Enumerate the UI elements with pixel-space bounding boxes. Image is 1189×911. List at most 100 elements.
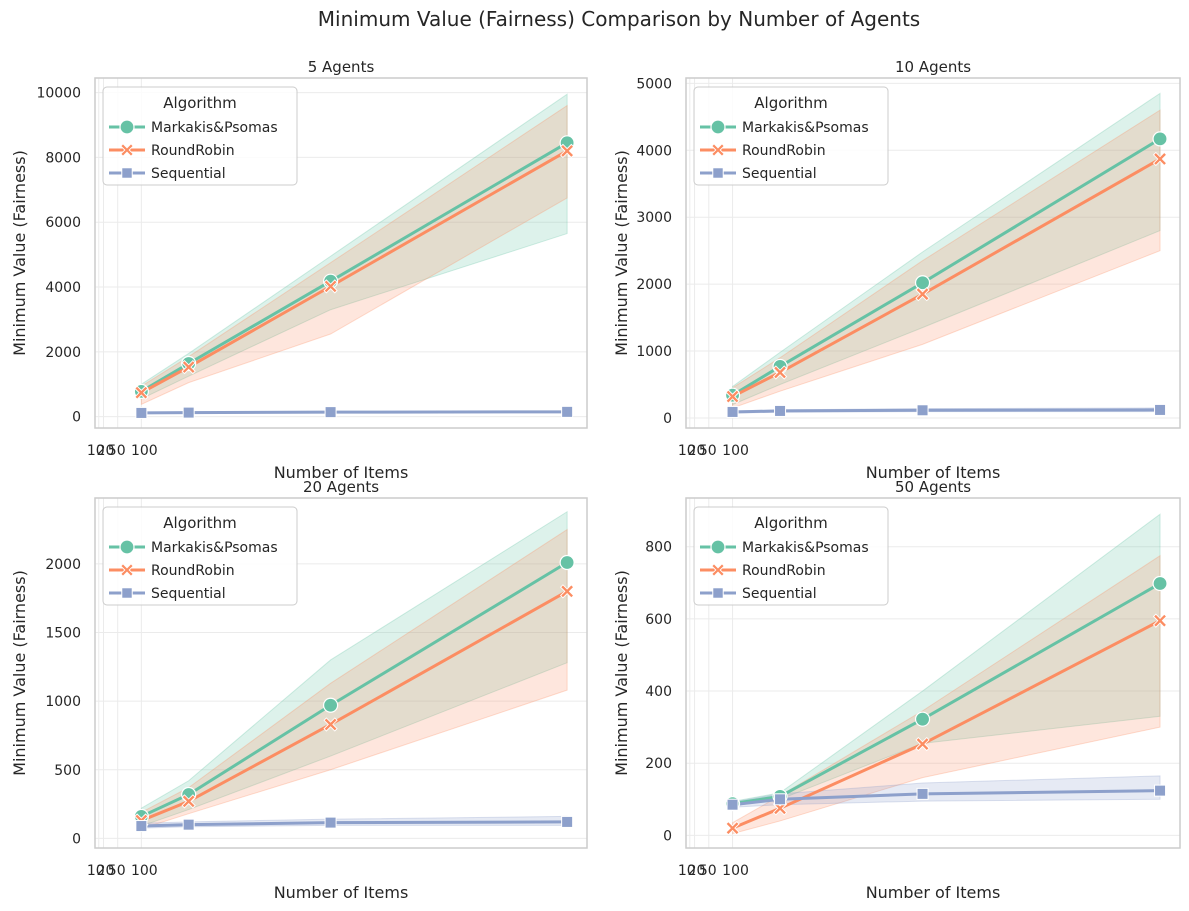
legend: Algorithm Markakis&Psomas RoundRobin Sequen… — [693, 86, 889, 186]
y-tick-label: 1500 — [45, 626, 81, 642]
legend-label: Sequential — [742, 166, 817, 182]
data-point-roundrobin — [1152, 613, 1168, 628]
x-tick-label: 20 — [97, 863, 115, 879]
series-layer — [133, 510, 575, 833]
series-line-markakis-psomas — [140, 141, 568, 393]
legend-marker-markakis-psomas — [710, 539, 726, 555]
legend-box — [693, 506, 889, 606]
legend-marker-sequential — [121, 587, 133, 599]
legend-label: RoundRobin — [742, 143, 826, 159]
legend-marker-markakis-psomas — [710, 119, 726, 135]
legend: Algorithm Markakis&Psomas RoundRobin Sequen… — [693, 506, 889, 606]
data-point-markakis-psomas — [181, 355, 197, 372]
x-axis-label: Number of Items — [866, 883, 1001, 902]
grid — [686, 498, 1180, 848]
legend-label: Markakis&Psomas — [151, 120, 278, 136]
legend-label: Markakis&Psomas — [151, 540, 278, 556]
plot-frame — [685, 497, 1181, 849]
x-tick-label: 10 — [678, 443, 696, 459]
y-tick-label: 1000 — [45, 694, 81, 710]
panel-title: 50 Agents — [895, 478, 971, 496]
legend: Algorithm Markakis&Psomas RoundRobin Sequen… — [102, 506, 298, 606]
data-point-roundrobin — [1152, 151, 1168, 167]
y-tick-label: 1000 — [636, 344, 672, 360]
ci-band-markakis-psomas — [140, 93, 568, 400]
y-tick-label: 2000 — [636, 277, 672, 293]
y-tick-label: 400 — [645, 684, 672, 700]
y-tick-labels: 0 500 1000 1500 2000 — [45, 557, 81, 848]
legend-label: RoundRobin — [151, 563, 235, 579]
x-tick-label: 50 — [108, 443, 126, 459]
y-tick-labels: 0 2000 4000 6000 8000 10000 — [36, 86, 81, 426]
data-point-roundrobin — [772, 365, 788, 380]
data-point-roundrobin — [915, 287, 930, 302]
plot-frame — [94, 497, 588, 849]
data-point-sequential — [324, 406, 337, 419]
x-tick-label: 50 — [108, 863, 126, 879]
data-point-sequential — [182, 406, 195, 419]
series-layer — [133, 93, 575, 419]
data-point-markakis-psomas — [1152, 575, 1168, 592]
y-axis-label: Minimum Value (Fairness) — [612, 570, 631, 776]
x-tick-label: 50 — [699, 863, 717, 879]
panel-title: 10 Agents — [895, 58, 971, 76]
data-point-sequential — [1154, 784, 1167, 797]
data-point-markakis-psomas — [322, 697, 339, 713]
ci-band-roundrobin — [732, 109, 1161, 409]
data-point-sequential — [1154, 403, 1167, 416]
legend-box — [102, 506, 298, 606]
legend-title: Algorithm — [754, 514, 827, 532]
ci-band-markakis-psomas — [732, 92, 1161, 406]
panel-title: 20 Agents — [303, 478, 379, 496]
x-tick-label: 10 — [87, 863, 105, 879]
y-tick-label: 0 — [72, 831, 81, 847]
legend-title: Algorithm — [163, 514, 236, 532]
y-tick-label: 0 — [663, 828, 672, 844]
y-tick-label: 8000 — [45, 150, 81, 166]
data-point-sequential — [726, 405, 739, 418]
series-layer — [724, 92, 1168, 418]
x-tick-label: 100 — [722, 443, 749, 459]
data-point-sequential — [774, 793, 787, 806]
series-line-roundrobin — [140, 149, 568, 394]
data-point-roundrobin — [915, 736, 930, 752]
legend-marker-roundrobin — [711, 143, 725, 157]
y-tick-labels: 0 200 400 600 800 — [645, 540, 672, 845]
x-tick-label: 10 — [87, 443, 105, 459]
legend: Algorithm Markakis&Psomas RoundRobin Sequen… — [102, 86, 298, 186]
ci-band-markakis-psomas — [140, 510, 568, 827]
x-tick-label: 100 — [131, 443, 158, 459]
y-tick-label: 0 — [72, 410, 81, 426]
legend-label: Markakis&Psomas — [742, 540, 869, 556]
x-axis-label: Number of Items — [274, 463, 409, 482]
legend-marker-markakis-psomas — [119, 539, 135, 555]
series-line-sequential — [732, 408, 1161, 414]
y-tick-label: 200 — [645, 756, 672, 772]
series-layer — [724, 513, 1168, 836]
y-tick-label: 2000 — [45, 345, 81, 361]
y-axis-label: Minimum Value (Fairness) — [10, 570, 29, 776]
x-tick-label: 50 — [699, 443, 717, 459]
x-tick-label: 20 — [688, 443, 706, 459]
series-line-sequential — [141, 820, 568, 828]
data-point-sequential — [324, 816, 337, 829]
series-line-sequential — [141, 410, 568, 415]
legend-marker-roundrobin — [120, 563, 134, 577]
legend-marker-sequential — [712, 587, 724, 599]
x-tick-label: 100 — [722, 863, 749, 879]
data-point-roundrobin — [559, 143, 575, 159]
legend-label: RoundRobin — [742, 563, 826, 579]
ci-band-sequential — [732, 775, 1161, 808]
data-point-roundrobin — [725, 389, 740, 404]
data-point-roundrobin — [323, 717, 338, 732]
legend-label: Markakis&Psomas — [742, 120, 869, 136]
